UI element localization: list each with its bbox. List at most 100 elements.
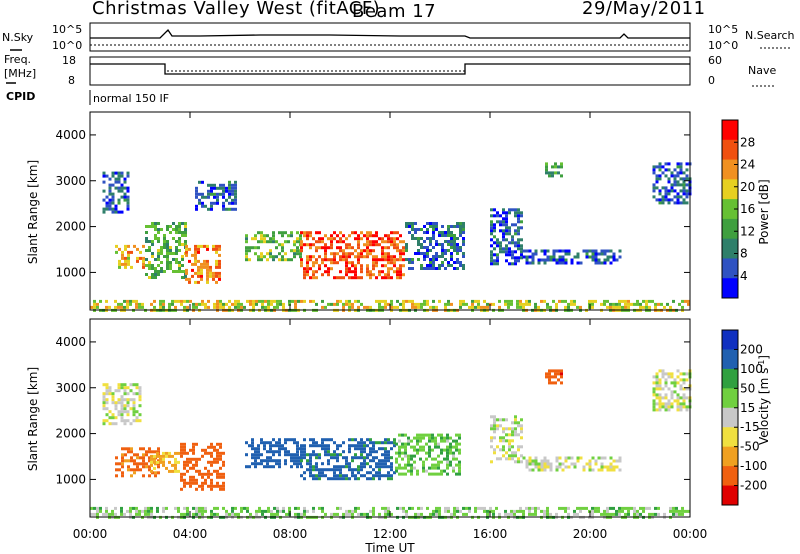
power-cell [498,299,501,303]
power-cell [384,255,387,259]
velocity-cell [157,450,160,454]
power-cell [249,302,252,306]
velocity-cell [105,509,108,513]
velocity-cell [511,427,514,431]
velocity-cell [540,509,543,513]
power-cell [159,305,162,309]
velocity-cell [401,466,404,470]
velocity-cell [114,401,118,405]
velocity-cell [425,433,428,437]
power-cell [537,305,540,309]
power-cell [163,234,166,237]
power-cell [166,264,169,267]
velocity-cell [600,468,604,472]
power-cell [417,228,420,231]
velocity-cell [603,465,607,469]
velocity-cell [431,436,434,440]
velocity-cell [210,445,213,449]
power-cell [405,225,408,228]
power-cell [181,222,184,225]
power-cell [441,252,444,255]
velocity-cell [455,472,458,476]
velocity-cell [339,468,342,472]
power-cell [372,273,375,277]
colorbar-swatch [722,179,738,200]
velocity-cell [136,465,139,469]
power-cell [609,249,613,253]
power-cell [366,267,369,271]
velocity-cell [573,509,576,513]
power-cell [324,264,327,268]
power-cell [154,258,157,261]
power-cell [252,305,255,309]
power-cell [267,302,270,306]
power-cell [546,305,549,309]
velocity-cell [222,484,225,488]
power-cell [183,299,186,303]
velocity-cell [561,506,564,510]
velocity-cell [260,441,263,445]
power-cell [435,255,438,258]
power-cell [306,234,309,238]
power-cell [218,262,221,266]
velocity-cell [434,457,437,461]
power-cell [552,258,556,262]
nave-tick-low: 0 [708,74,715,87]
power-cell [102,207,106,211]
velocity-cell [157,471,160,475]
power-cell [387,246,390,250]
power-cell [185,271,188,275]
power-cell [117,198,121,202]
power-cell [124,265,127,269]
power-cell [333,261,336,265]
velocity-cell [519,506,522,510]
power-cell [188,277,191,281]
power-cell [453,234,456,237]
power-cell [502,217,505,221]
velocity-cell [138,395,142,399]
power-cell [387,273,390,277]
power-cell [576,261,580,265]
power-cell [591,258,595,262]
power-cell [166,249,169,252]
velocity-cell [664,384,668,388]
power-cell [517,217,520,221]
nsky-label: N.Sky [2,31,34,44]
velocity-cell [321,506,324,510]
power-cell [426,302,429,306]
velocity-cell [114,416,118,420]
velocity-cell [378,468,381,472]
power-cell [676,174,680,178]
power-cell [369,273,372,277]
velocity-cell [290,459,293,463]
power-cell [414,302,417,306]
velocity-cell [123,422,127,426]
velocity-cell [401,457,404,461]
velocity-cell [655,387,659,391]
velocity-cell [443,436,446,440]
velocity-cell [407,469,410,473]
power-cell [462,255,465,258]
velocity-cell [251,441,254,445]
velocity-cell [300,447,303,451]
velocity-cell [336,506,339,510]
power-cell [514,259,517,263]
velocity-cell [426,506,429,510]
power-cell [120,302,123,306]
power-cell [540,299,543,303]
power-cell [175,246,178,249]
power-cell [673,195,677,199]
power-cell [546,302,549,306]
velocity-cell [655,372,659,376]
velocity-cell [124,447,127,451]
velocity-cell [345,459,348,463]
velocity-cell [490,427,493,431]
velocity-cell [129,422,133,426]
velocity-cell [183,466,186,470]
velocity-cell [174,469,177,473]
velocity-cell [129,398,133,402]
power-cell [257,255,260,259]
power-cell [136,247,139,251]
velocity-cell [496,424,499,428]
power-cell [514,208,517,212]
